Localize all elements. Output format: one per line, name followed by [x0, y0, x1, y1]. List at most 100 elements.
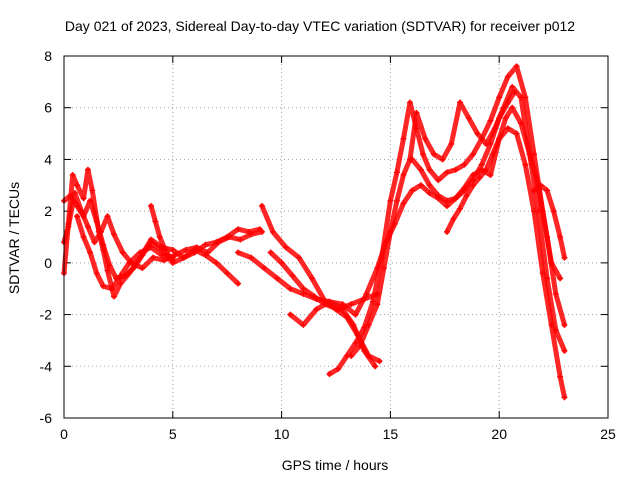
data-point-marker [111, 293, 118, 300]
data-point-marker [393, 197, 400, 204]
data-point-marker [165, 252, 172, 259]
data-point-marker [335, 306, 342, 313]
data-point-marker [287, 311, 294, 318]
data-point-marker [348, 301, 355, 308]
data-point-marker [300, 321, 307, 328]
data-point-marker [93, 270, 100, 277]
data-point-marker [417, 182, 424, 189]
data-point-marker [148, 239, 155, 246]
y-tick-label: 0 [44, 255, 52, 271]
data-point-marker [489, 151, 496, 158]
x-tick-label: 5 [169, 426, 177, 442]
data-point-marker [426, 182, 433, 189]
data-point-marker [282, 244, 289, 251]
data-point-marker [544, 234, 551, 240]
data-point-marker [513, 130, 520, 137]
data-point-marker [487, 117, 494, 124]
data-point-marker [235, 249, 242, 256]
data-point-marker [126, 259, 133, 266]
data-point-marker [87, 249, 94, 256]
data-point-marker [380, 265, 387, 272]
series-trace [348, 84, 567, 359]
data-point-marker [544, 187, 551, 194]
data-point-marker [387, 197, 394, 204]
data-point-marker [269, 228, 276, 235]
data-point-marker [215, 239, 222, 246]
data-point-marker [348, 352, 355, 359]
data-point-marker [504, 125, 511, 132]
data-point-marker [483, 166, 490, 173]
data-point-marker [522, 161, 529, 168]
data-point-marker [509, 104, 516, 111]
data-point-marker [84, 166, 91, 173]
data-point-marker [470, 182, 477, 189]
data-point-marker [148, 244, 155, 251]
data-point-marker [457, 205, 464, 212]
data-point-marker [248, 231, 255, 238]
data-point-marker [426, 190, 433, 197]
y-tick-label: 8 [44, 48, 52, 64]
data-point-marker [457, 99, 464, 106]
data-point-marker [352, 311, 359, 318]
series-trace [148, 203, 176, 263]
data-point-marker [400, 135, 407, 142]
data-point-marker [496, 135, 503, 142]
data-point-marker [483, 140, 490, 147]
data-point-marker [74, 213, 81, 220]
data-point-marker [108, 285, 115, 292]
data-point-marker [474, 130, 481, 137]
y-tick-label: 2 [44, 203, 52, 219]
data-point-marker [309, 275, 316, 282]
data-point-marker [87, 197, 94, 204]
data-point-marker [80, 234, 87, 240]
series-trace [531, 182, 567, 261]
data-point-marker [537, 182, 544, 189]
data-point-marker [235, 226, 242, 233]
data-point-marker [100, 283, 107, 290]
x-tick-label: 0 [60, 426, 68, 442]
data-point-marker [204, 249, 211, 256]
series-track-m [443, 104, 568, 328]
data-point-marker [259, 228, 266, 235]
data-point-marker [400, 200, 407, 207]
data-point-marker [193, 244, 200, 251]
data-point-marker [452, 166, 459, 173]
data-point-marker [500, 104, 507, 111]
data-point-marker [504, 73, 511, 80]
data-point-marker [182, 246, 189, 253]
data-point-marker [267, 249, 274, 256]
data-point-marker [71, 190, 78, 197]
data-point-marker [93, 218, 100, 225]
data-point-marker [561, 254, 568, 261]
data-point-marker [161, 244, 168, 251]
data-point-marker [237, 236, 244, 243]
data-point-marker [84, 223, 91, 230]
data-point-marker [557, 373, 564, 380]
data-point-marker [463, 192, 470, 199]
data-point-marker [443, 197, 450, 204]
data-point-marker [461, 184, 468, 191]
data-point-marker [417, 166, 424, 173]
data-point-marker [119, 249, 126, 256]
y-tick-label: -4 [40, 358, 53, 374]
data-point-marker [430, 151, 437, 158]
data-point-marker [235, 280, 242, 287]
data-point-marker [476, 174, 483, 181]
data-point-marker [491, 125, 498, 132]
series-track-c [61, 190, 266, 272]
data-point-marker [117, 272, 124, 279]
data-point-marker [374, 301, 381, 308]
data-point-marker [369, 298, 376, 305]
data-point-marker [137, 249, 144, 256]
data-point-marker [356, 342, 363, 349]
data-point-marker [363, 290, 370, 297]
data-point-marker [278, 259, 285, 266]
data-point-marker [443, 169, 450, 176]
data-point-marker [361, 347, 368, 354]
y-tick-label: 6 [44, 100, 52, 116]
data-point-marker [104, 213, 111, 220]
plot-frame [63, 55, 609, 419]
data-point-marker [287, 285, 294, 292]
data-point-marker [248, 254, 255, 261]
